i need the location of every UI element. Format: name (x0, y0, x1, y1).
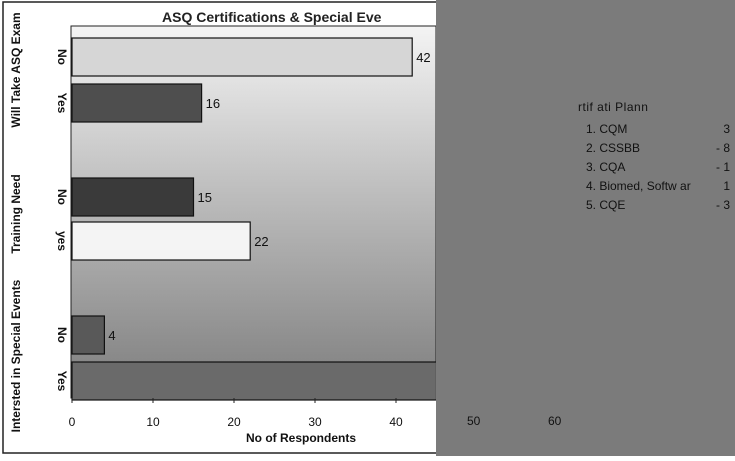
group-label-2: Intersted in Special Events (9, 279, 23, 432)
overlay-panel (436, 0, 735, 456)
legend-item: 5. CQE - 3 (560, 196, 730, 215)
x-tick-label-3: 30 (308, 415, 322, 429)
legend-item-value: - 8 (715, 141, 730, 155)
data-label-0-1: 16 (206, 96, 220, 111)
chart-title: ASQ Certifications & Special Eve (162, 9, 382, 25)
data-label-0-0: 42 (416, 50, 430, 65)
x-tick-60: 60 (548, 414, 562, 428)
legend-item: 2. CSSBB - 8 (560, 139, 730, 158)
group-label-1: Training Need (9, 174, 23, 253)
x-tick-50: 50 (467, 414, 481, 428)
x-tick-label-0: 0 (69, 415, 76, 429)
x-tick-label-4: 40 (389, 415, 403, 429)
legend-title: rtif ati Plann (578, 100, 649, 114)
legend-item-name: 1. CQM (586, 122, 628, 136)
bar-0-0 (71, 37, 413, 77)
x-tick-label-2: 20 (227, 415, 241, 429)
legend-item: 3. CQA - 1 (560, 158, 730, 177)
category-label-0-0: No (55, 49, 69, 65)
legend-item-name: 2. CSSBB (586, 141, 641, 155)
data-label-1-0: 15 (198, 190, 212, 205)
bar-1-0 (71, 177, 195, 217)
data-label-2-0: 4 (108, 328, 115, 343)
legend-box: rtif ati Plann 1. CQM 3 2. CSSBB - 8 3. CQA -… (560, 100, 730, 215)
legend-item-value: - 3 (715, 198, 730, 212)
legend-item: 4. Biomed, Softw ar 1 (560, 177, 730, 196)
legend-item: 1. CQM 3 (560, 120, 730, 139)
category-label-2-1: Yes (55, 371, 69, 392)
legend-item-value: 3 (723, 122, 730, 136)
data-label-1-1: 22 (254, 234, 268, 249)
category-label-0-1: Yes (55, 93, 69, 114)
legend-item-value: - 1 (715, 160, 730, 174)
group-label-0: Will Take ASQ Exam (9, 12, 23, 127)
category-label-2-0: No (55, 327, 69, 343)
bar-2-1 (71, 361, 438, 401)
bar-2-0 (71, 315, 106, 355)
category-label-1-0: No (55, 189, 69, 205)
category-label-1-1: yes (55, 231, 69, 251)
legend-item-name: 4. Biomed, Softw ar (586, 179, 691, 193)
legend-item-name: 5. CQE (586, 198, 626, 212)
legend-item-value: 1 (723, 179, 730, 193)
x-axis-label: No of Respondents (246, 431, 356, 445)
bar-0-1 (71, 83, 203, 123)
legend-item-name: 3. CQA (586, 160, 626, 174)
bar-1-1 (71, 221, 251, 261)
x-tick-label-1: 10 (146, 415, 160, 429)
